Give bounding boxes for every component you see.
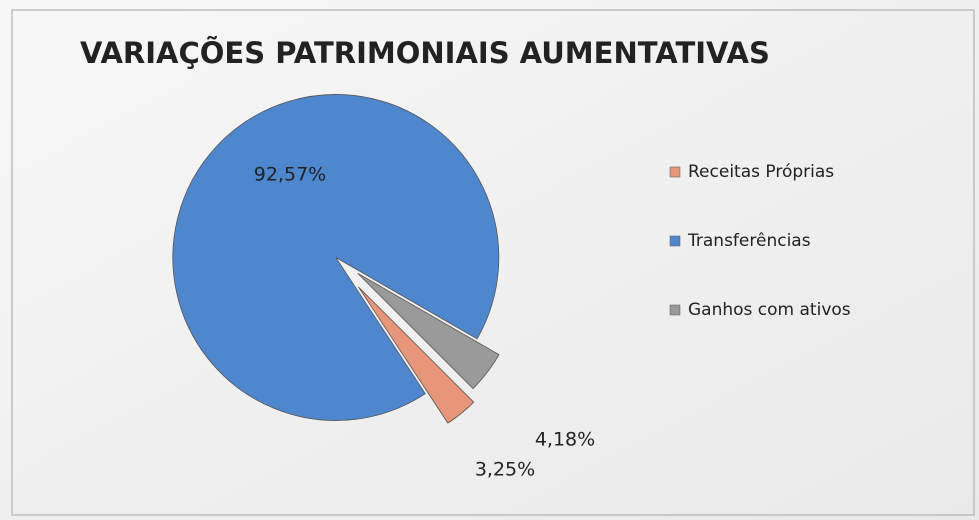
frame [11, 9, 975, 516]
data-label: 92,57% [254, 164, 326, 186]
pie-slice [357, 272, 500, 390]
pie-slice [358, 286, 475, 424]
legend-swatch [669, 235, 681, 247]
legend-label: Receitas Próprias [688, 162, 834, 182]
legend-label: Ganhos com ativos [688, 300, 851, 320]
legend-swatch [669, 304, 681, 316]
legend-swatch [669, 166, 681, 178]
pie-slice [172, 94, 500, 421]
data-label: 4,18% [535, 429, 595, 451]
data-label: 3,25% [475, 459, 535, 481]
legend-label: Transferências [687, 231, 811, 251]
chart-title: VARIAÇÕES PATRIMONIAIS AUMENTATIVAS [80, 36, 770, 70]
